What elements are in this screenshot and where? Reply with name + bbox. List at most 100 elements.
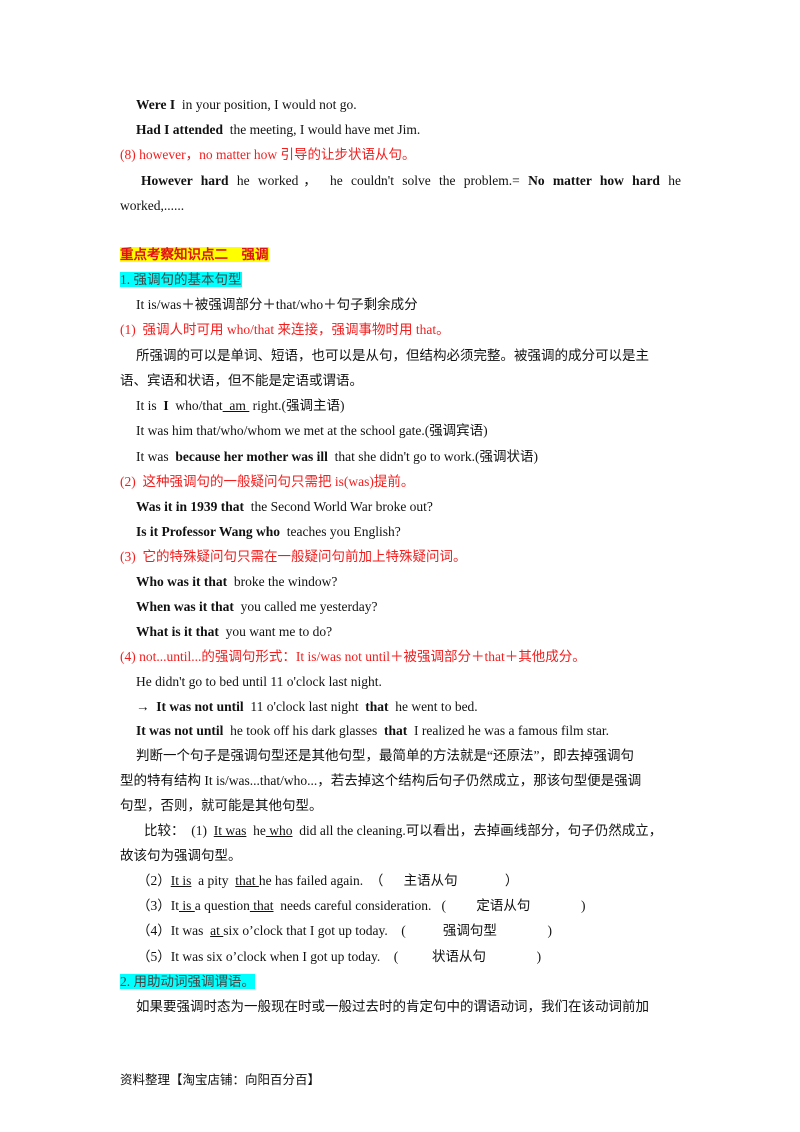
text-run: （2） <box>137 873 171 888</box>
text-run: 重点考察知识点二 强调 <box>120 247 269 262</box>
bold-text: I <box>163 398 169 413</box>
text-run: 1. 强调句的基本句型 <box>120 272 242 287</box>
section-title: 重点考察知识点二 强调 <box>120 246 269 264</box>
underlined-text: that <box>235 873 259 888</box>
text-run: It was him that/who/whom we met at the s… <box>136 423 488 438</box>
rule-heading: (4) not...until...的强调句形式：It is/was not u… <box>120 648 586 666</box>
example-sentence: Is it Professor Wang who teaches you Eng… <box>136 523 401 541</box>
comparison-line: （3）It is a question that needs careful c… <box>137 897 585 915</box>
text-run: he <box>659 173 681 188</box>
text-run: you called me yesterday? <box>233 599 378 614</box>
example-sentence: When was it that you called me yesterday… <box>136 598 377 616</box>
underlined-text: at <box>210 923 224 938</box>
text-run: 11 o'clock last night <box>243 699 366 714</box>
text-run: he <box>246 823 266 838</box>
example-sentence: → It was not until 11 o'clock last night… <box>136 698 478 716</box>
bold-text: However hard <box>141 173 229 188</box>
example-sentence: It is I who/that am right.(强调主语) <box>136 397 345 415</box>
subsection-title: 2. 用助动词强调谓语。 <box>120 973 255 991</box>
paragraph-line: 语、宾语和状语，但不能是定语或谓语。 <box>120 372 363 390</box>
text-run: I realized he was a famous film star. <box>407 723 609 738</box>
text-run: （4）It was <box>137 923 211 938</box>
text-run: did all the cleaning.可以看出，去掉画线部分，句子仍然成立， <box>292 823 663 838</box>
example-sentence: It was not until he took off his dark gl… <box>136 722 609 740</box>
rule-heading: (2) 这种强调句的一般疑问句只需把 is(was)提前。 <box>120 473 414 491</box>
text-run: (2) 这种强调句的一般疑问句只需把 is(was)提前。 <box>120 474 415 489</box>
text-run: the Second World War broke out? <box>244 499 433 514</box>
text-run: It is <box>136 398 164 413</box>
bold-text: It was not until <box>156 699 244 714</box>
text-run: you want me to do? <box>218 624 333 639</box>
underlined-text: that <box>249 898 274 913</box>
bold-text: Who was it that <box>136 574 228 589</box>
text-run: （3）It <box>137 898 179 913</box>
text-run: in your position, I would not go. <box>175 97 357 112</box>
example-sentence: It was because her mother was ill that s… <box>136 448 538 466</box>
text-run: It is/was＋被强调部分＋that/who＋句子剩余成分 <box>136 297 418 312</box>
text-run: that she didn't go to work.(强调状语) <box>327 449 539 464</box>
comparison-line: 比较： (1) It was he who did all the cleani… <box>144 822 662 840</box>
example-sentence: However hard he worked， he couldn't solv… <box>141 172 681 190</box>
text-run: who/that <box>168 398 223 413</box>
example-sentence: What is it that you want me to do? <box>136 623 332 641</box>
text-run: 所强调的可以是单词、短语，也可以是从句，但结构必须完整。被强调的成分可以是主 <box>136 348 649 363</box>
example-sentence: worked,...... <box>120 197 184 215</box>
text-run: right.(强调主语) <box>249 398 345 413</box>
text-run: (3) 它的特殊疑问句只需在一般疑问句前加上特殊疑问词。 <box>120 549 467 564</box>
bold-text: No matter how hard <box>528 173 660 188</box>
example-sentence: Were I in your position, I would not go. <box>136 96 357 114</box>
bold-text: Was it in 1939 that <box>136 499 245 514</box>
text-run: 判断一个句子是强调句型还是其他句型，最简单的方法就是“还原法”，即去掉强调句 <box>136 748 634 763</box>
comparison-line: （2）It is a pity that he has failed again… <box>137 872 518 890</box>
comparison-line: （5）It was six o’clock when I got up toda… <box>137 948 541 966</box>
underlined-text: who <box>265 823 293 838</box>
paragraph-line: 故该句为强调句型。 <box>120 847 242 865</box>
bold-text: What is it that <box>136 624 219 639</box>
text-run: needs careful consideration. ( 定语从句 ) <box>273 898 586 913</box>
underlined-text: It was <box>213 823 247 838</box>
example-sentence: It was him that/who/whom we met at the s… <box>136 422 488 440</box>
example-sentence: He didn't go to bed until 11 o'clock las… <box>136 673 382 691</box>
rule-heading: (1) 强调人时可用 who/that 来连接，强调事物时用 that。 <box>120 321 450 339</box>
example-sentence: Who was it that broke the window? <box>136 573 337 591</box>
text-run: 故该句为强调句型。 <box>120 848 242 863</box>
page-footer: 资料整理【淘宝店铺：向阳百分百】 <box>120 1073 321 1087</box>
paragraph-line: 型的特有结构 It is/was...that/who...，若去掉这个结构后句… <box>120 772 641 790</box>
bold-text: that <box>365 699 389 714</box>
bold-text: Were I <box>136 97 176 112</box>
paragraph-line: 判断一个句子是强调句型还是其他句型，最简单的方法就是“还原法”，即去掉强调句 <box>136 747 634 765</box>
text-run: 比较： (1) <box>144 823 214 838</box>
underlined-text: It is <box>170 873 192 888</box>
text-run: he went to bed. <box>388 699 478 714</box>
bold-text: When was it that <box>136 599 234 614</box>
text-run: broke the window? <box>227 574 338 589</box>
text-run: the meeting, I would have met Jim. <box>223 122 421 137</box>
text-run: (1) 强调人时可用 who/that 来连接，强调事物时用 that。 <box>120 322 450 337</box>
bold-text: Had I attended <box>136 122 224 137</box>
paragraph-line: 如果要强调时态为一般现在时或一般过去时的肯定句中的谓语动词，我们在该动词前加 <box>136 998 649 1016</box>
subsection-title: 1. 强调句的基本句型 <box>120 271 242 289</box>
paragraph-line: 句型，否则，就可能是其他句型。 <box>120 797 323 815</box>
text-run: It was <box>136 449 176 464</box>
bold-text: that <box>384 723 408 738</box>
example-sentence: Was it in 1939 that the Second World War… <box>136 498 433 516</box>
rule-heading: (3) 它的特殊疑问句只需在一般疑问句前加上特殊疑问词。 <box>120 548 467 566</box>
text-run: 2. 用助动词强调谓语。 <box>120 974 255 989</box>
bold-text: because her mother was ill <box>175 449 328 464</box>
example-sentence: Had I attended the meeting, I would have… <box>136 121 420 139</box>
text-run: he took off his dark glasses <box>223 723 385 738</box>
text-run: a pity <box>191 873 236 888</box>
text-run: → <box>136 699 157 714</box>
text-run: teaches you English? <box>280 524 401 539</box>
text-run: (4) not...until...的强调句形式：It is/was not u… <box>120 649 586 664</box>
text-run: a question <box>194 898 250 913</box>
text-run: (8) however，no matter how 引导的让步状语从句。 <box>120 147 416 162</box>
paragraph-line: 所强调的可以是单词、短语，也可以是从句，但结构必须完整。被强调的成分可以是主 <box>136 347 649 365</box>
text-run: worked,...... <box>120 198 185 213</box>
rule-heading: (8) however，no matter how 引导的让步状语从句。 <box>120 146 415 164</box>
comparison-line: （4）It was at six o’clock that I got up t… <box>137 922 552 940</box>
text-run: He didn't go to bed until 11 o'clock las… <box>136 674 382 689</box>
text-run: 语、宾语和状语，但不能是定语或谓语。 <box>120 373 363 388</box>
text-run: he has failed again. （ 主语从句 ） <box>258 873 519 888</box>
underlined-text: am <box>222 398 250 413</box>
